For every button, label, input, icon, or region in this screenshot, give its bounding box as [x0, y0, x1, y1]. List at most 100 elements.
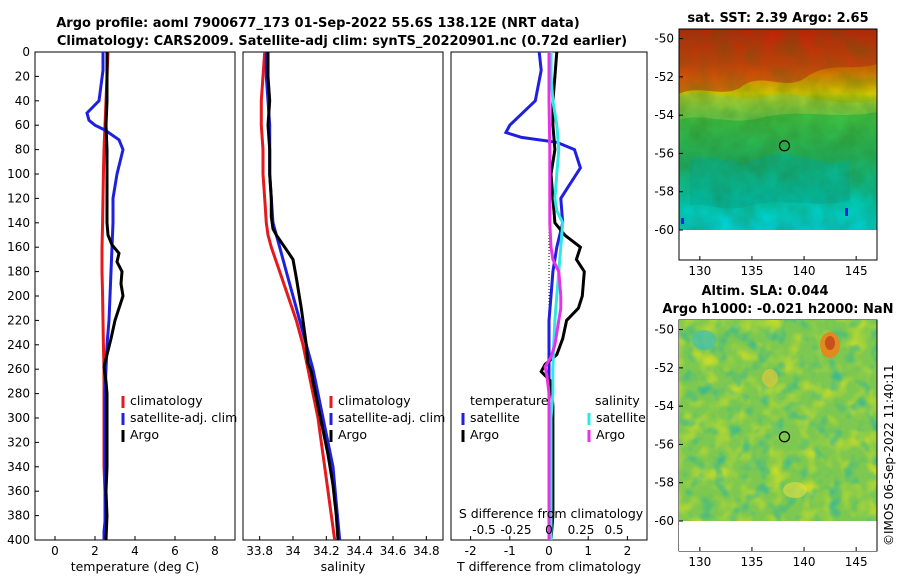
- top-tick-label: 0.5: [604, 523, 623, 537]
- difference-salinity-argo-line: [543, 52, 563, 540]
- x-tick-label: 8: [211, 544, 219, 558]
- salinity-climatology-line: [259, 52, 337, 540]
- legend-label-temp-satellite: satellite: [470, 410, 520, 425]
- x-tick-label: 4: [131, 544, 139, 558]
- sla-map-x-ticks: 130 135 140 145: [688, 547, 868, 569]
- sst-map-y-ticks: -50 -52 -54 -56 -58 -60: [654, 32, 683, 237]
- map-y-tick-label: -58: [654, 185, 674, 199]
- sst-map-outer-frame: [678, 28, 878, 261]
- map-y-tick-label: -54: [654, 399, 674, 413]
- x-tick-label: 0: [51, 544, 59, 558]
- y-tick-label: 220: [7, 313, 30, 327]
- legend-label-sal-argo: Argo: [596, 427, 625, 442]
- x-tick-label: 34.6: [380, 544, 407, 558]
- legend-label-satellite: satellite-adj. clim: [338, 410, 445, 425]
- map-x-tick-label: 145: [845, 264, 868, 278]
- temperature-y-ticks: 0 20 40 60 80 100 120 140 160 180 200 220 240 260 280 3…: [7, 45, 39, 547]
- sla-field: [679, 320, 877, 521]
- temperature-x-ticks: 0 2 4 6 8: [51, 536, 219, 558]
- y-tick-label: 60: [15, 118, 30, 132]
- x-tick-label: 33.8: [246, 544, 273, 558]
- sla-map-title-line1: Altim. SLA: 0.044: [702, 284, 829, 299]
- imos-timestamp: ©IMOS 06-Sep-2022 11:40:11: [882, 364, 896, 546]
- y-tick-label: 200: [7, 289, 30, 303]
- legend-label-argo: Argo: [338, 427, 367, 442]
- temperature-argo-line: [102, 52, 125, 540]
- x-tick-label: 6: [171, 544, 179, 558]
- map-y-tick-label: -52: [654, 70, 674, 84]
- map-y-tick-label: -56: [654, 146, 674, 160]
- legend-label-climatology: climatology: [338, 393, 411, 408]
- x-tick-label: 2: [624, 544, 632, 558]
- x-tick-label: 34.4: [346, 544, 373, 558]
- legend-label-climatology: climatology: [130, 393, 203, 408]
- x-tick-label: 0: [545, 544, 553, 558]
- x-tick-label: 1: [584, 544, 592, 558]
- map-y-tick-label: -56: [654, 437, 674, 451]
- figure-title-line2: Climatology: CARS2009. Satellite-adj cli…: [57, 34, 627, 49]
- sla-high-patch: [762, 369, 778, 387]
- x-tick-label: 34.2: [313, 544, 340, 558]
- y-tick-label: 300: [7, 411, 30, 425]
- salinity-panel: 33.8 34 34.2 34.4 34.6 34.8 salinity climatol…: [242, 51, 445, 574]
- y-tick-label: 240: [7, 338, 30, 352]
- y-tick-label: 100: [7, 167, 30, 181]
- map-x-tick-label: 130: [688, 264, 711, 278]
- temperature-x-label: temperature (deg C): [71, 559, 200, 574]
- map-x-tick-label: 140: [793, 264, 816, 278]
- y-tick-label: 400: [7, 533, 30, 547]
- sla-high-eddy-core: [825, 336, 835, 350]
- legend-label-sal-satellite: satellite: [596, 410, 646, 425]
- legend-label-satellite: satellite-adj. clim: [130, 410, 237, 425]
- y-tick-label: 340: [7, 460, 30, 474]
- salinity-x-ticks: 33.8 34 34.2 34.4 34.6 34.8: [246, 536, 440, 558]
- y-tick-label: 280: [7, 387, 30, 401]
- salinity-argo-line: [266, 52, 340, 540]
- map-y-tick-label: -50: [654, 32, 674, 46]
- sst-pixel-artifact: [845, 208, 848, 216]
- map-y-tick-label: -54: [654, 108, 674, 122]
- sla-high-patch: [783, 482, 807, 498]
- salinity-legend: climatology satellite-adj. clim Argo: [329, 393, 445, 442]
- y-tick-label: 180: [7, 265, 30, 279]
- profile-location-marker: [778, 140, 791, 152]
- y-tick-label: 360: [7, 484, 30, 498]
- y-tick-label: 0: [22, 45, 30, 59]
- sla-low-texture: [679, 320, 877, 521]
- legend-header-temperature: temperature: [470, 393, 549, 408]
- temperature-legend: climatology satellite-adj. clim Argo: [121, 393, 237, 442]
- sst-map: sat. SST: 2.39 Argo: 2.65 -50 -52 -54 -56 -5…: [654, 11, 878, 278]
- top-tick-label: 0: [545, 523, 553, 537]
- difference-x-label: T difference from climatology: [456, 559, 642, 574]
- sla-map: Altim. SLA: 0.044 Argo h1000: -0.021 h20…: [654, 284, 893, 569]
- x-tick-label: -1: [504, 544, 516, 558]
- sst-map-x-ticks: 130 135 140 145: [688, 256, 868, 278]
- sla-map-title-line2: Argo h1000: -0.021 h2000: NaN: [662, 302, 893, 317]
- salinity-axes-box: [242, 51, 444, 541]
- legend-label-temp-argo: Argo: [470, 427, 499, 442]
- sla-low-eddy: [692, 330, 716, 350]
- profile-location-marker: [778, 431, 791, 443]
- y-tick-label: 320: [7, 435, 30, 449]
- top-tick-label: -0.25: [500, 523, 531, 537]
- y-tick-label: 40: [15, 94, 30, 108]
- y-tick-label: 260: [7, 362, 30, 376]
- top-tick-label: -0.5: [472, 523, 495, 537]
- map-y-tick-label: -50: [654, 323, 674, 337]
- figure-title-line1: Argo profile: aoml 7900677_173 01-Sep-20…: [56, 16, 580, 31]
- y-tick-label: 80: [15, 143, 30, 157]
- sst-map-title: sat. SST: 2.39 Argo: 2.65: [687, 11, 868, 26]
- difference-top-label: S difference from climatology: [459, 506, 644, 521]
- map-x-tick-label: 135: [740, 555, 763, 569]
- difference-x-ticks: -2 -1 0 1 2: [465, 536, 632, 558]
- x-tick-label: 34: [285, 544, 300, 558]
- y-tick-label: 380: [7, 509, 30, 523]
- sla-map-nodata: [679, 521, 877, 551]
- temperature-panel: 0204060801001201401601802002202402602803…: [7, 45, 237, 574]
- x-tick-label: 2: [91, 544, 99, 558]
- x-tick-label: -2: [465, 544, 477, 558]
- map-y-tick-label: -58: [654, 476, 674, 490]
- sst-field: [679, 29, 877, 230]
- sst-pixel-artifact: [681, 218, 684, 224]
